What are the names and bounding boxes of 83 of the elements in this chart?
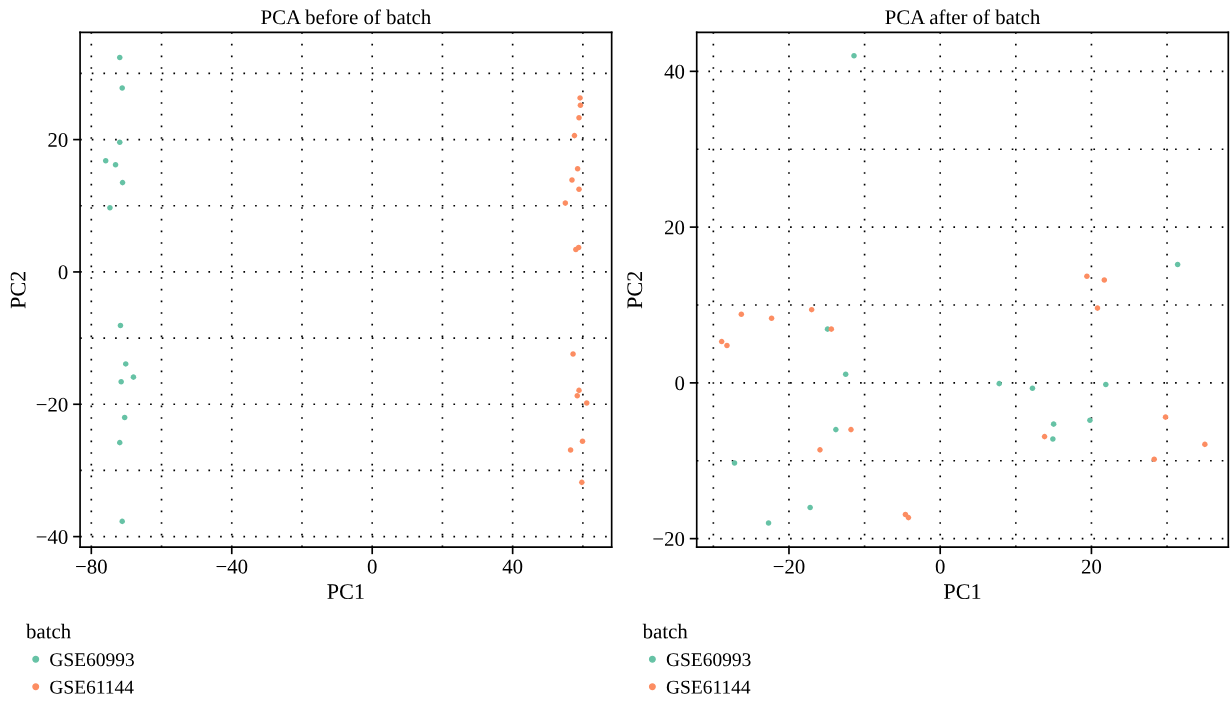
point	[574, 165, 581, 172]
chart-title: PCA after of batch	[885, 9, 1041, 25]
x-tick-label: 20	[1081, 559, 1102, 574]
y-tick-label: 0	[675, 376, 685, 391]
legend-label: GSE61144	[666, 680, 751, 694]
point	[569, 177, 575, 183]
point	[1084, 273, 1090, 279]
legend-title: batch	[26, 623, 71, 639]
point	[738, 311, 745, 318]
x-tick-label: 0	[367, 559, 377, 574]
point	[768, 315, 775, 321]
point	[851, 52, 857, 59]
point	[583, 400, 590, 406]
point	[833, 426, 839, 433]
point	[765, 520, 772, 526]
point	[577, 95, 583, 101]
point	[562, 200, 569, 206]
point	[570, 351, 576, 357]
point	[1050, 421, 1057, 427]
y-tick-label: −40	[36, 529, 68, 545]
legend-title: batch	[642, 623, 688, 639]
point	[116, 139, 123, 146]
point	[119, 179, 126, 186]
point	[119, 518, 125, 525]
point	[130, 374, 137, 380]
point	[119, 85, 125, 91]
point	[1087, 417, 1093, 424]
point	[718, 338, 725, 345]
legend-label: GSE60993	[666, 653, 751, 667]
point	[808, 306, 815, 313]
y-axis-title: PC2	[627, 271, 643, 309]
x-tick-label: −80	[76, 559, 107, 574]
point	[731, 460, 738, 466]
point	[571, 132, 578, 139]
x-axis-title: PC1	[944, 584, 981, 600]
x-tick-label: −20	[773, 559, 805, 574]
point	[842, 371, 849, 378]
point	[1029, 385, 1036, 392]
point	[122, 361, 129, 367]
x-tick-label: 40	[502, 559, 523, 574]
point	[579, 479, 585, 486]
point	[576, 387, 582, 394]
y-tick-label: −20	[36, 397, 68, 412]
point	[579, 438, 586, 445]
point	[121, 414, 128, 421]
point	[102, 157, 109, 164]
point	[807, 504, 813, 511]
point	[1094, 305, 1101, 311]
point	[724, 342, 730, 349]
point	[567, 447, 574, 453]
y-tick-label: 40	[664, 64, 685, 79]
point	[576, 114, 582, 121]
point	[576, 186, 582, 192]
point	[116, 54, 123, 61]
point	[1202, 441, 1208, 448]
x-axis-title: PC1	[327, 584, 364, 600]
chart-title: PCA before of batch	[261, 9, 431, 25]
point	[577, 102, 584, 108]
point	[112, 161, 119, 168]
y-tick-label: −20	[653, 532, 685, 547]
point	[817, 447, 823, 453]
point	[848, 426, 854, 433]
y-tick-label: 20	[48, 132, 68, 148]
legend-label: GSE61144	[50, 680, 134, 694]
point	[574, 392, 581, 399]
point	[1151, 456, 1157, 462]
point	[118, 379, 124, 385]
y-tick-label: 20	[664, 220, 685, 235]
point	[1050, 436, 1056, 442]
point	[1174, 261, 1181, 268]
legend-label: GSE60993	[50, 653, 134, 667]
point	[1101, 277, 1108, 283]
y-axis-title: PC2	[10, 271, 26, 309]
point	[1103, 381, 1109, 388]
point	[116, 439, 123, 446]
y-tick-label: 0	[58, 265, 68, 280]
point	[996, 380, 1002, 387]
point	[107, 204, 113, 211]
point	[828, 326, 835, 332]
point	[1041, 433, 1048, 440]
point	[1162, 414, 1169, 420]
x-tick-label: −40	[216, 559, 248, 574]
x-tick-label: 0	[935, 559, 945, 574]
